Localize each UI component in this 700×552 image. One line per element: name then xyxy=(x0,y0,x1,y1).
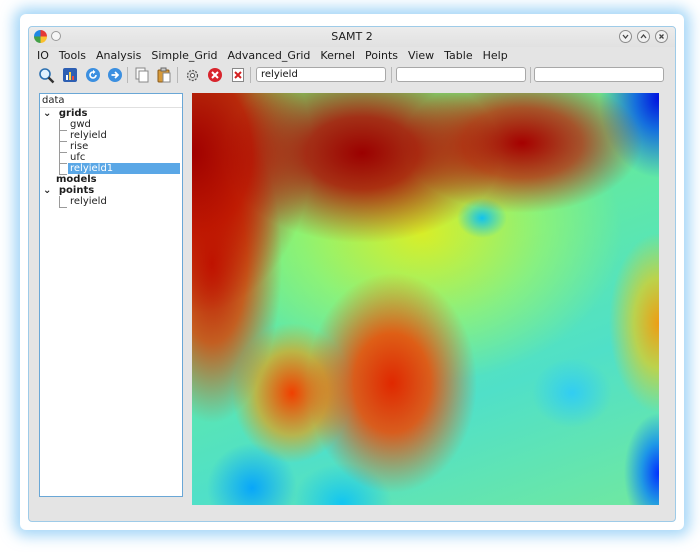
tree-item-relyield[interactable]: relyield xyxy=(70,130,107,141)
toolbar-separator xyxy=(530,67,531,83)
tree-connector xyxy=(59,196,60,207)
tree-item-label: gwd xyxy=(70,119,91,130)
stop-button[interactable] xyxy=(206,66,224,84)
menu-analysis[interactable]: Analysis xyxy=(96,48,142,62)
toolbar-separator xyxy=(391,67,392,83)
tree-connector xyxy=(59,141,67,142)
menu-advanced-grid[interactable]: Advanced_Grid xyxy=(227,48,311,62)
settings-button[interactable] xyxy=(183,66,201,84)
tree-connector xyxy=(59,207,67,208)
menu-table[interactable]: Table xyxy=(444,48,473,62)
toolbar-input-2[interactable] xyxy=(396,67,526,82)
menu-kernel[interactable]: Kernel xyxy=(320,48,355,62)
refresh-button[interactable] xyxy=(84,66,102,84)
menu-bar: IO Tools Analysis Simple_Grid Advanced_G… xyxy=(29,47,675,63)
app-window: SAMT 2 IO Tools Analysis Simple_Grid Adv… xyxy=(28,26,676,522)
chevron-down-icon[interactable]: ⌄ xyxy=(43,108,52,119)
tree-item-relyield1[interactable]: relyield1 xyxy=(68,163,180,174)
settings-icon xyxy=(186,69,198,81)
tree-connector xyxy=(59,163,60,174)
tree-item-label: rise xyxy=(70,141,89,152)
tree-item-label: relyield1 xyxy=(68,163,116,174)
data-tree-panel[interactable]: data ⌄ grids gwd relyield rise ufc relyi… xyxy=(39,93,183,497)
tree-group-label: points xyxy=(58,185,95,196)
tree-group-points[interactable]: ⌄ points xyxy=(43,185,94,196)
app-logo-icon xyxy=(34,30,47,43)
copy-icon xyxy=(135,67,149,83)
toolbar: relyield xyxy=(29,64,675,86)
tree-item-label: relyield xyxy=(70,196,107,207)
menu-simple-grid[interactable]: Simple_Grid xyxy=(151,48,218,62)
toolbar-separator xyxy=(127,67,128,83)
forward-button[interactable] xyxy=(106,66,124,84)
stop-icon xyxy=(208,68,222,82)
close-icon xyxy=(659,34,664,39)
tree-connector xyxy=(59,163,67,164)
tree-connector xyxy=(59,174,67,175)
delete-icon xyxy=(232,68,244,82)
tree-item-rise[interactable]: rise xyxy=(70,141,88,152)
tree-item-gwd[interactable]: gwd xyxy=(70,119,91,130)
title-bar[interactable]: SAMT 2 xyxy=(29,27,675,47)
paste-button[interactable] xyxy=(155,66,173,84)
chevron-down-icon xyxy=(622,34,629,40)
menu-points[interactable]: Points xyxy=(364,48,399,62)
menu-tools[interactable]: Tools xyxy=(58,48,87,62)
tree-item-points-relyield[interactable]: relyield xyxy=(70,196,107,207)
delete-button[interactable] xyxy=(229,66,247,84)
tree-connector xyxy=(59,119,60,165)
grid-raster-view[interactable] xyxy=(192,93,659,505)
minimize-button[interactable] xyxy=(619,30,632,43)
tree-connector xyxy=(59,130,67,131)
copy-button[interactable] xyxy=(133,66,151,84)
chart-icon xyxy=(63,68,77,82)
tree-item-ufc[interactable]: ufc xyxy=(70,152,85,163)
window-menu-icon[interactable] xyxy=(51,31,61,41)
tree-item-label: ufc xyxy=(70,152,86,163)
tree-header: data xyxy=(40,94,182,108)
window-title: SAMT 2 xyxy=(331,30,373,43)
close-button[interactable] xyxy=(655,30,668,43)
tree-group-label: models xyxy=(56,174,97,185)
paste-icon xyxy=(157,67,171,83)
refresh-icon xyxy=(86,68,100,82)
toolbar-input-3[interactable] xyxy=(534,67,664,82)
tree-group-grids[interactable]: ⌄ grids xyxy=(43,108,88,119)
menu-view[interactable]: View xyxy=(408,48,435,62)
chevron-up-icon xyxy=(640,33,647,39)
tree-item-label: relyield xyxy=(70,130,107,141)
tree-group-label: grids xyxy=(58,108,88,119)
chart-button[interactable] xyxy=(61,66,79,84)
toolbar-separator xyxy=(177,67,178,83)
tree-group-models[interactable]: models xyxy=(56,174,97,185)
forward-icon xyxy=(108,68,122,82)
menu-help[interactable]: Help xyxy=(482,48,508,62)
tree-connector xyxy=(59,152,67,153)
grid-name-input[interactable]: relyield xyxy=(256,67,386,82)
maximize-button[interactable] xyxy=(637,30,650,43)
menu-io[interactable]: IO xyxy=(37,48,49,62)
toolbar-separator xyxy=(250,67,251,83)
zoom-icon xyxy=(38,67,54,83)
chevron-down-icon[interactable]: ⌄ xyxy=(43,185,52,196)
zoom-button[interactable] xyxy=(37,66,55,84)
